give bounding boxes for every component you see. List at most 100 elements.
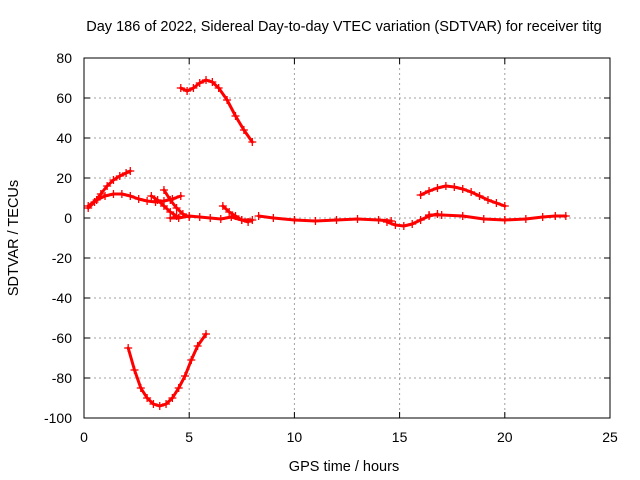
series-arc-base-2 <box>254 212 396 225</box>
data-point <box>134 195 143 203</box>
data-point <box>332 216 341 224</box>
data-point <box>475 192 484 200</box>
data-point <box>218 202 227 210</box>
data-point <box>109 176 118 184</box>
data-point <box>231 212 240 220</box>
data-point <box>130 366 139 374</box>
data-point <box>391 221 400 229</box>
data-point <box>109 190 118 198</box>
data-point <box>353 215 362 223</box>
data-point <box>183 87 192 95</box>
y-tick-label: 60 <box>56 90 72 106</box>
y-tick-label: 80 <box>56 50 72 66</box>
plot-frame <box>83 57 611 419</box>
data-point <box>561 212 570 220</box>
series-arc-drop-a <box>159 186 194 221</box>
series-arc-mid <box>416 182 509 210</box>
data-point <box>425 211 434 219</box>
data-point <box>153 196 162 204</box>
y-axis-label: SDTVAR / TECUs <box>6 180 22 296</box>
data-point <box>92 196 101 204</box>
data-point <box>172 204 181 212</box>
data-point <box>126 192 135 200</box>
data-point <box>374 216 383 224</box>
data-point <box>425 187 434 195</box>
data-point <box>416 216 425 224</box>
data-point <box>122 169 131 177</box>
data-point <box>399 222 408 230</box>
data-point <box>168 394 177 402</box>
data-point <box>441 182 450 190</box>
data-point <box>408 220 417 228</box>
data-point <box>193 342 202 350</box>
series-arc-spike <box>218 202 253 226</box>
data-point <box>382 218 391 226</box>
y-tick-label: -60 <box>52 330 72 346</box>
data-point <box>458 212 467 220</box>
data-point <box>483 196 492 204</box>
data-point <box>147 192 156 200</box>
data-point <box>492 199 501 207</box>
data-point <box>187 356 196 364</box>
y-tick-label: -100 <box>44 410 72 426</box>
x-tick-label: 25 <box>602 429 618 445</box>
x-axis-ticks: 0 5 10 15 20 25 <box>80 58 618 445</box>
series-line <box>179 78 254 144</box>
data-point <box>195 79 204 87</box>
x-tick-label: 0 <box>80 429 88 445</box>
data-point <box>206 214 215 222</box>
data-point <box>143 394 152 402</box>
data-point <box>551 212 560 220</box>
x-tick-label: 10 <box>287 429 303 445</box>
data-point <box>117 190 126 198</box>
data-point <box>166 214 175 222</box>
data-point <box>159 186 168 194</box>
data-point <box>223 96 232 104</box>
data-point <box>84 202 93 210</box>
data-point <box>467 188 476 196</box>
x-tick-label: 15 <box>392 429 408 445</box>
data-point <box>500 202 509 210</box>
y-tick-label: -20 <box>52 250 72 266</box>
data-point <box>202 330 211 338</box>
data-point <box>195 213 204 221</box>
y-tick-label: 0 <box>64 210 72 226</box>
data-point <box>450 183 459 191</box>
series-arc-high <box>176 76 257 146</box>
data-point <box>248 138 257 146</box>
data-point <box>176 84 185 92</box>
data-point <box>458 185 467 193</box>
series-line <box>126 332 208 408</box>
data-point <box>244 218 253 226</box>
y-tick-label: -80 <box>52 370 72 386</box>
data-point <box>479 215 488 223</box>
data-point <box>174 214 183 222</box>
series-layer <box>84 76 570 410</box>
data-point <box>143 197 152 205</box>
data-point <box>237 216 246 224</box>
data-point <box>166 196 175 204</box>
x-axis-label: GPS time / hours <box>289 459 399 475</box>
data-point <box>155 402 164 410</box>
y-tick-label: 40 <box>56 130 72 146</box>
data-point <box>290 216 299 224</box>
data-point <box>311 217 320 225</box>
series-arc-low <box>124 330 211 410</box>
data-point <box>214 84 223 92</box>
data-point <box>180 372 189 380</box>
data-point <box>126 167 135 175</box>
data-point <box>136 384 145 392</box>
grid-lines <box>84 58 610 418</box>
data-point <box>162 400 171 408</box>
x-tick-label: 5 <box>185 429 193 445</box>
y-tick-label: -40 <box>52 290 72 306</box>
data-point <box>500 216 509 224</box>
data-point <box>103 182 112 190</box>
data-point <box>159 202 168 210</box>
data-point <box>176 192 185 200</box>
data-point <box>521 215 530 223</box>
data-point <box>115 172 124 180</box>
data-point <box>225 208 234 216</box>
y-tick-label: 20 <box>56 170 72 186</box>
